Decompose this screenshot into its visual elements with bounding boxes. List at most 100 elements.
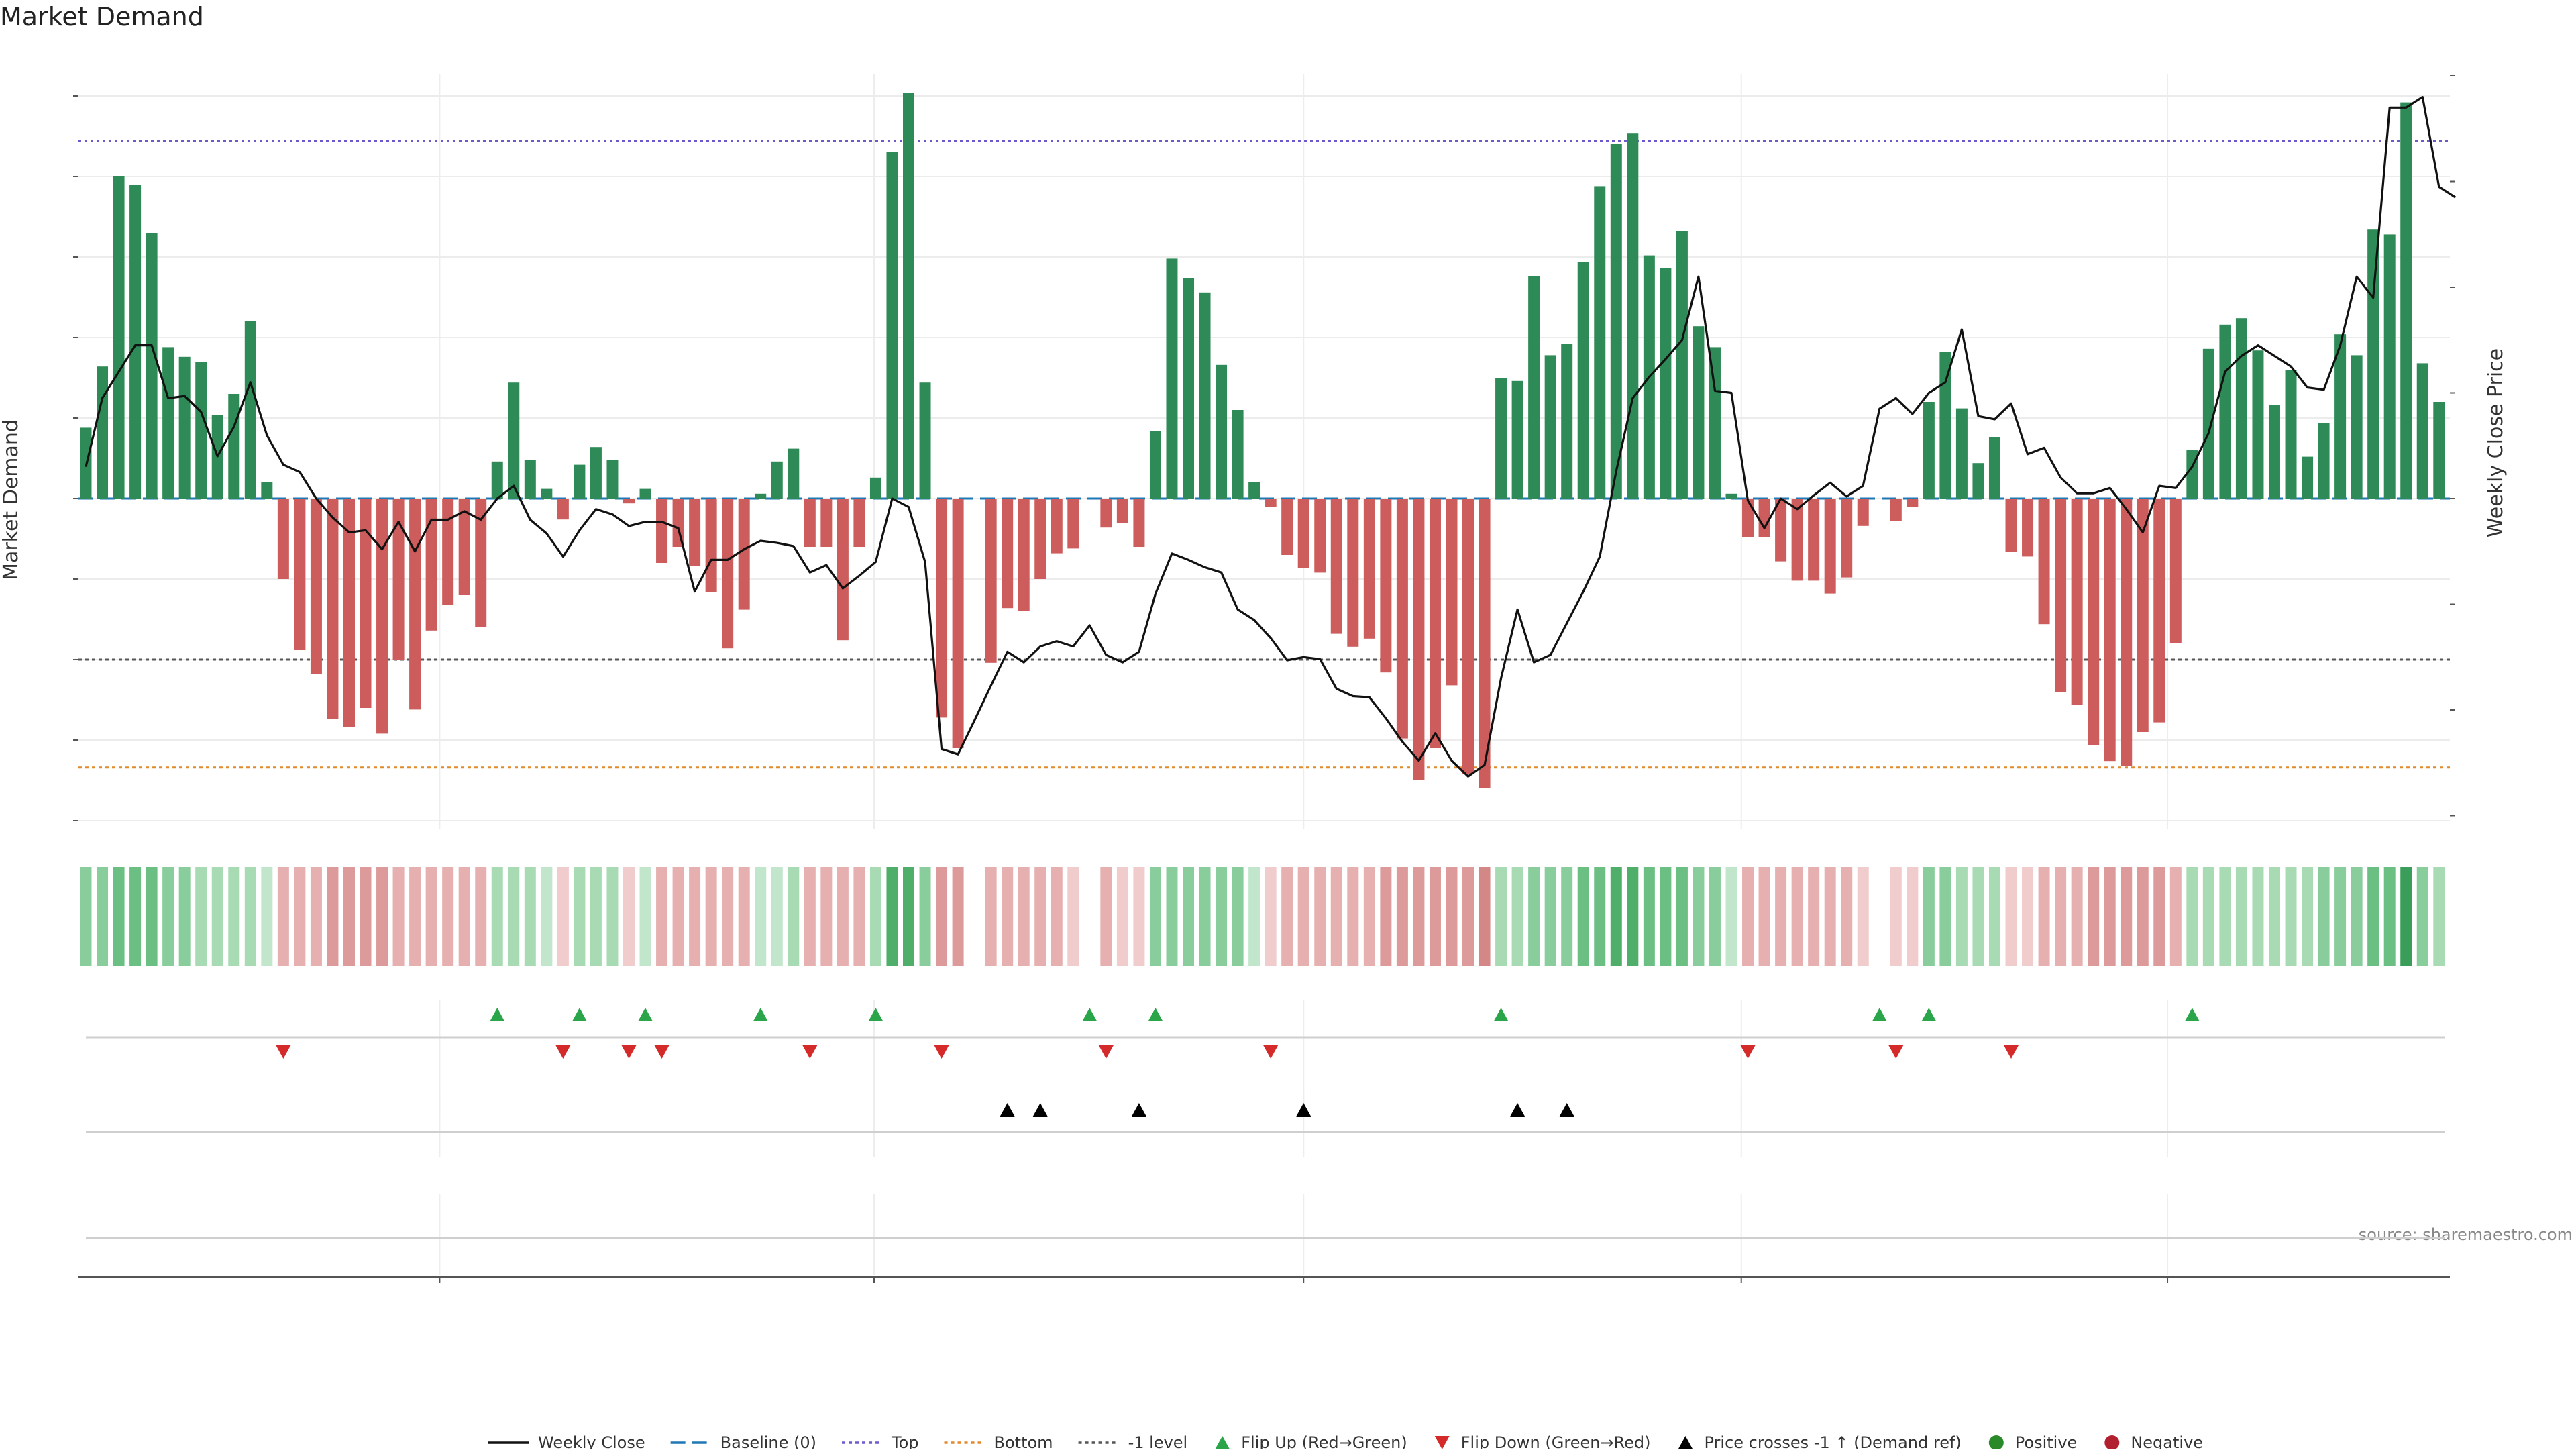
strength-cell bbox=[1100, 867, 1112, 966]
demand-bar bbox=[2268, 405, 2280, 499]
strength-cell bbox=[722, 867, 734, 966]
demand-bar bbox=[2169, 499, 2182, 643]
demand-bar bbox=[1100, 499, 1112, 528]
demand-bar bbox=[277, 499, 289, 579]
demand-bar bbox=[2153, 499, 2165, 723]
demand-bar bbox=[1775, 499, 1787, 562]
strength-cell bbox=[1594, 867, 1606, 966]
demand-bar bbox=[1890, 499, 1902, 521]
demand-bar bbox=[2433, 402, 2445, 499]
demand-bar bbox=[294, 499, 306, 650]
legend-label: -1 level bbox=[1128, 1433, 1188, 1449]
strength-cell bbox=[1758, 867, 1770, 966]
strength-cell bbox=[211, 867, 223, 966]
demand-bar bbox=[738, 499, 750, 610]
demand-bar bbox=[1660, 268, 1672, 499]
demand-bar bbox=[442, 499, 454, 605]
flip-up-marker bbox=[753, 1008, 768, 1021]
legend-label: Price crosses -1 ↑ (Demand ref) bbox=[1705, 1433, 1962, 1449]
demand-bar bbox=[2071, 499, 2083, 705]
flip-up-marker bbox=[572, 1008, 587, 1021]
strength-cell bbox=[936, 867, 948, 966]
strength-cell bbox=[1824, 867, 1836, 966]
strength-cell bbox=[2334, 867, 2347, 966]
demand-bar bbox=[1495, 378, 1507, 499]
strength-cell bbox=[442, 867, 454, 966]
price-cross-marker bbox=[1000, 1103, 1015, 1117]
strength-cell bbox=[2285, 867, 2297, 966]
strength-cell bbox=[491, 867, 503, 966]
strength-cell bbox=[360, 867, 372, 966]
flip-up-marker bbox=[1872, 1008, 1887, 1021]
strength-cell bbox=[1051, 867, 1063, 966]
strength-cell bbox=[409, 867, 421, 966]
demand-bar bbox=[1725, 493, 1737, 499]
strength-cell bbox=[113, 867, 125, 966]
demand-bar bbox=[1232, 410, 1244, 499]
strength-cell bbox=[277, 867, 289, 966]
strength-cell bbox=[2302, 867, 2314, 966]
vertical-gridlines bbox=[439, 74, 2169, 1275]
demand-bar bbox=[869, 477, 881, 499]
weekly-close-series bbox=[85, 95, 2457, 778]
strength-cell bbox=[1890, 867, 1902, 966]
flip-down-marker bbox=[621, 1045, 637, 1059]
strength-cell bbox=[1988, 867, 2000, 966]
strength-cell bbox=[1116, 867, 1128, 966]
demand-bar bbox=[755, 493, 767, 499]
strength-cell bbox=[1775, 867, 1787, 966]
strength-cell bbox=[2351, 867, 2363, 966]
demand-bar bbox=[1183, 278, 1195, 499]
demand-bar bbox=[1511, 380, 1523, 499]
demand-bar bbox=[1907, 499, 1919, 507]
demand-bar bbox=[2235, 318, 2247, 499]
flip-down-marker bbox=[1098, 1045, 1114, 1059]
demand-bar bbox=[2367, 229, 2379, 499]
reference-lines bbox=[78, 140, 2450, 769]
strength-cell bbox=[1610, 867, 1622, 966]
strength-cell bbox=[1479, 867, 1491, 966]
strength-cell bbox=[2235, 867, 2247, 966]
demand-bar bbox=[2055, 499, 2067, 692]
demand-bar bbox=[1265, 499, 1277, 507]
demand-bar bbox=[2318, 423, 2330, 499]
strength-cell bbox=[1528, 867, 1540, 966]
demand-bar bbox=[146, 233, 158, 499]
demand-bar bbox=[2104, 499, 2116, 762]
demand-bar bbox=[1693, 326, 1705, 499]
strength-cell bbox=[1939, 867, 1951, 966]
strength-cell bbox=[162, 867, 174, 966]
demand-bar bbox=[2219, 324, 2231, 499]
strength-cell bbox=[2318, 867, 2330, 966]
flip-up-marker bbox=[1148, 1008, 1163, 1021]
strength-cell bbox=[1561, 867, 1573, 966]
demand-bar bbox=[1758, 499, 1770, 537]
demand-bar bbox=[1166, 258, 1178, 499]
demand-bar bbox=[557, 499, 569, 520]
legend-label: Baseline (0) bbox=[720, 1433, 816, 1449]
demand-bar bbox=[2416, 363, 2428, 499]
demand-bar bbox=[804, 499, 816, 547]
strength-cell bbox=[261, 867, 273, 966]
demand-bar bbox=[2400, 102, 2412, 499]
strength-cell bbox=[343, 867, 355, 966]
demand-bar bbox=[1544, 355, 1556, 499]
strength-cell bbox=[590, 867, 602, 966]
demand-bar bbox=[2351, 355, 2363, 499]
strength-cell bbox=[1841, 867, 1853, 966]
strength-cell bbox=[1627, 867, 1639, 966]
demand-bar bbox=[886, 152, 898, 499]
strength-cell bbox=[2202, 867, 2214, 966]
demand-bar bbox=[1067, 499, 1079, 549]
strength-cell bbox=[2038, 867, 2050, 966]
demand-bar bbox=[771, 461, 783, 499]
demand-bar bbox=[1742, 499, 1754, 537]
demand-bar bbox=[1610, 144, 1622, 499]
strength-cell bbox=[2268, 867, 2280, 966]
x-axis bbox=[78, 1276, 2450, 1283]
demand-bar bbox=[1709, 347, 1721, 499]
strength-cell bbox=[2153, 867, 2165, 966]
legend-label: Negative bbox=[2131, 1433, 2203, 1449]
strength-cell bbox=[985, 867, 997, 966]
strength-cell bbox=[541, 867, 553, 966]
